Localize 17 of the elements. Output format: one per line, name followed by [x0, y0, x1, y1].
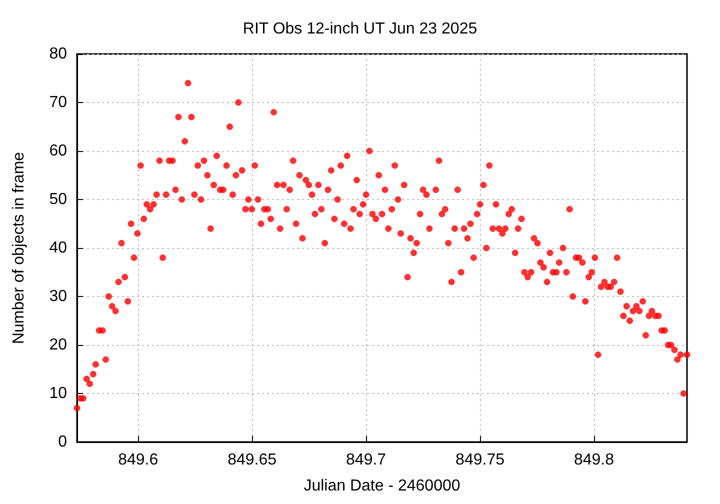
chart-title: RIT Obs 12-inch UT Jun 23 2025	[242, 20, 478, 38]
y-tick-label: 10	[49, 385, 68, 402]
y-tick-label: 60	[49, 142, 68, 160]
y-tick-label: 20	[49, 336, 68, 354]
y-tick-label: 0	[58, 434, 68, 450]
x-tick-label: 849.6	[118, 452, 158, 468]
x-tick-label: 849.65	[228, 452, 277, 468]
x-axis-title: Julian Date - 2460000	[304, 478, 460, 494]
y-axis-title: Number of objects in frame	[10, 152, 28, 344]
y-tick-label: 50	[49, 191, 68, 208]
y-tick-label: 40	[49, 240, 68, 256]
y-tick-label: 80	[49, 46, 68, 62]
x-tick-label: 849.8	[574, 452, 614, 468]
y-tick-label: 70	[49, 94, 68, 111]
x-tick-label: 849.7	[346, 452, 386, 468]
y-tick-label: 30	[49, 288, 68, 305]
x-tick-label: 849.75	[456, 452, 505, 468]
